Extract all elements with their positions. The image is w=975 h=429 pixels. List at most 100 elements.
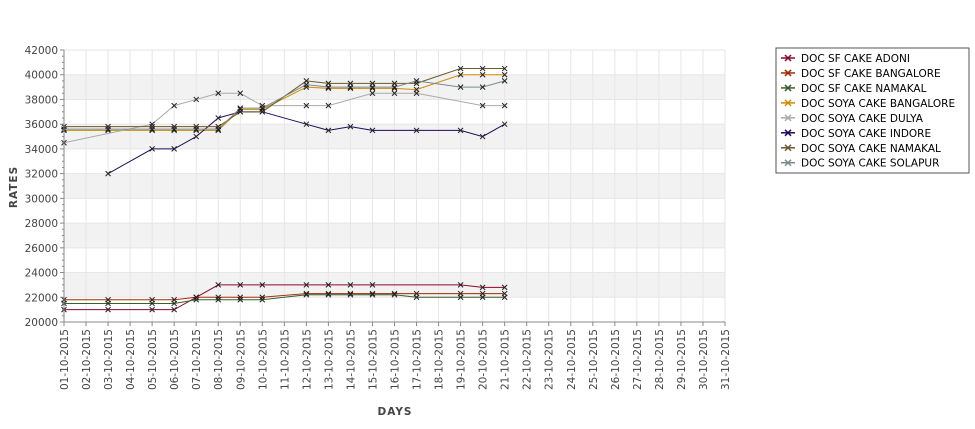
legend-item: DOC SOYA CAKE BANGALORE bbox=[781, 98, 955, 110]
data-point-marker bbox=[501, 121, 508, 128]
x-tick-label: 18-10-2015 bbox=[434, 329, 446, 390]
x-tick-label: 28-10-2015 bbox=[654, 329, 666, 390]
data-point-marker bbox=[479, 284, 486, 291]
data-point-marker bbox=[413, 294, 420, 301]
legend-swatch-marker bbox=[784, 54, 792, 62]
legend-swatch-marker bbox=[784, 144, 792, 152]
series-line bbox=[63, 92, 505, 144]
data-point-marker bbox=[457, 294, 464, 301]
data-point-marker bbox=[457, 84, 464, 90]
data-point-marker bbox=[171, 102, 178, 109]
data-point-marker bbox=[479, 71, 486, 78]
y-tick-label: 36000 bbox=[25, 119, 58, 131]
legend: DOC SF CAKE ADONI DOC SF CAKE BANGALORE DO… bbox=[775, 47, 970, 174]
data-point-marker bbox=[259, 296, 266, 303]
data-point-marker bbox=[457, 127, 464, 134]
data-point-marker bbox=[149, 126, 155, 132]
data-point-marker bbox=[193, 123, 200, 130]
x-tick-label: 06-10-2015 bbox=[169, 329, 181, 390]
x-tick-label: 23-10-2015 bbox=[544, 329, 556, 390]
y-tick-label: 26000 bbox=[25, 243, 58, 255]
legend-swatch-marker bbox=[784, 84, 792, 92]
data-point-marker bbox=[325, 84, 332, 90]
y-tick-label: 28000 bbox=[25, 218, 58, 230]
data-point-marker bbox=[193, 96, 200, 103]
data-point-marker bbox=[303, 282, 310, 288]
legend-item: DOC SF CAKE ADONI bbox=[781, 53, 910, 65]
data-point-marker bbox=[171, 300, 178, 307]
data-point-marker bbox=[303, 102, 310, 109]
data-point-marker bbox=[215, 296, 222, 303]
data-point-marker bbox=[369, 127, 376, 134]
x-tick-label: 12-10-2015 bbox=[301, 329, 313, 390]
y-tick-label: 20000 bbox=[25, 317, 58, 329]
data-point-marker bbox=[215, 115, 222, 121]
y-tick-label: 38000 bbox=[25, 94, 58, 106]
data-point-marker bbox=[479, 102, 486, 109]
data-point-marker bbox=[149, 146, 155, 152]
y-tick-label: 34000 bbox=[25, 144, 58, 156]
x-tick-label: 17-10-2015 bbox=[412, 329, 424, 390]
data-point-marker bbox=[501, 102, 508, 109]
grid-lines bbox=[63, 49, 726, 323]
legend-item: DOC SOYA CAKE INDORE bbox=[781, 128, 931, 140]
data-point-marker bbox=[391, 291, 398, 298]
x-axis-title: DAYS bbox=[377, 406, 412, 418]
data-point-marker bbox=[259, 282, 266, 288]
legend-label: DOC SOYA CAKE BANGALORE bbox=[801, 98, 955, 110]
data-point-marker bbox=[105, 300, 111, 307]
legend-item: DOC SF CAKE NAMAKAL bbox=[781, 83, 927, 95]
series-3 bbox=[61, 291, 508, 307]
data-point-marker bbox=[149, 123, 155, 130]
data-point-marker bbox=[501, 284, 508, 291]
data-point-marker bbox=[369, 291, 376, 298]
data-point-marker bbox=[413, 90, 420, 97]
data-point-marker bbox=[215, 126, 222, 132]
series-2 bbox=[61, 290, 508, 303]
x-tick-label: 11-10-2015 bbox=[279, 329, 291, 390]
data-point-marker bbox=[171, 306, 178, 313]
legend-label: DOC SF CAKE NAMAKAL bbox=[801, 83, 927, 95]
legend-swatch-marker bbox=[784, 69, 792, 77]
legend-label: DOC SOYA CAKE NAMAKAL bbox=[801, 143, 941, 155]
data-point-marker bbox=[369, 90, 376, 97]
data-point-marker bbox=[215, 294, 222, 301]
x-tick-label: 03-10-2015 bbox=[103, 329, 115, 390]
legend-swatch-marker bbox=[784, 159, 792, 167]
legend-swatch-marker bbox=[784, 114, 792, 122]
data-point-marker bbox=[479, 133, 486, 140]
data-point-marker bbox=[193, 133, 200, 140]
y-tick-label: 40000 bbox=[25, 70, 58, 82]
data-point-marker bbox=[369, 84, 376, 90]
data-point-marker bbox=[347, 84, 354, 90]
y-tick-label: 22000 bbox=[25, 292, 58, 304]
data-point-marker bbox=[171, 126, 178, 132]
x-tick-label: 13-10-2015 bbox=[323, 329, 335, 390]
x-tick-label: 05-10-2015 bbox=[147, 329, 159, 390]
data-point-marker bbox=[413, 127, 420, 134]
data-point-marker bbox=[105, 123, 111, 130]
x-tick-labels: 01-10-2015 02-10-2015 03-10-2015 04-10-2015… bbox=[59, 329, 732, 390]
data-point-marker bbox=[325, 102, 332, 109]
data-point-marker bbox=[149, 306, 155, 313]
series-group bbox=[61, 65, 508, 313]
x-tick-label: 14-10-2015 bbox=[345, 329, 357, 390]
x-tick-label: 19-10-2015 bbox=[456, 329, 468, 390]
x-tick-label: 31-10-2015 bbox=[720, 329, 732, 390]
legend-box bbox=[775, 47, 970, 174]
x-tick-label: 29-10-2015 bbox=[676, 329, 688, 390]
legend-item: DOC SOYA CAKE DULYA bbox=[781, 113, 924, 125]
x-tick-label: 10-10-2015 bbox=[257, 329, 269, 390]
y-tick-label: 42000 bbox=[25, 45, 58, 57]
data-point-marker bbox=[457, 71, 464, 78]
data-point-marker bbox=[391, 84, 398, 90]
data-point-marker bbox=[149, 121, 155, 128]
x-tick-label: 21-10-2015 bbox=[500, 329, 512, 390]
data-point-marker bbox=[259, 105, 266, 111]
legend-swatch-marker bbox=[784, 99, 792, 107]
data-point-marker bbox=[479, 84, 486, 90]
data-point-marker bbox=[501, 294, 508, 301]
data-point-marker bbox=[303, 81, 310, 88]
x-tick-label: 25-10-2015 bbox=[588, 329, 600, 390]
